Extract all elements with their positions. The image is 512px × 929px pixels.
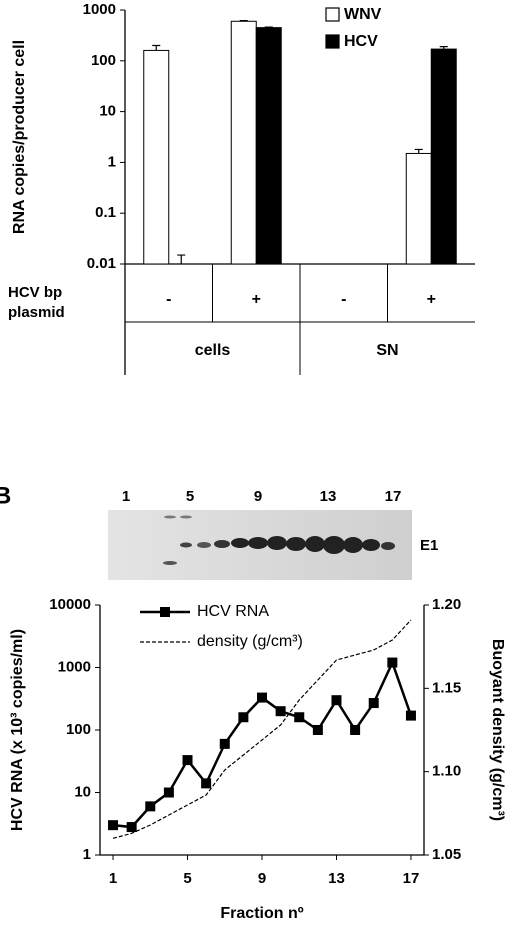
row-label: HCV bp plasmid [8, 284, 65, 321]
y-tick-label: 100 [91, 52, 116, 69]
error-bar [152, 44, 161, 51]
x-axis-label: Fraction nº [220, 905, 303, 922]
marker [145, 801, 156, 812]
legend-marker [160, 607, 170, 617]
marker [219, 738, 230, 749]
marker [126, 822, 137, 833]
y-tick-label: 10000 [49, 596, 91, 613]
y-tick-label: 1 [83, 846, 91, 863]
category-label: + [427, 291, 436, 308]
lane-label: 17 [385, 488, 402, 505]
x-tick-label: 13 [328, 870, 345, 887]
marker [312, 725, 323, 735]
density-line [112, 619, 412, 839]
y-tick-label: 10 [99, 103, 116, 120]
y-tick-label: 1 [108, 153, 116, 170]
bar [255, 27, 282, 265]
y2-tick-label: 1.15 [432, 679, 461, 696]
marker [350, 725, 361, 735]
y2-axis-label: Buoyant density (g/cm³) [489, 639, 506, 821]
data-line [112, 659, 413, 829]
error-bar [177, 254, 186, 264]
y-tick-label: 1000 [58, 658, 91, 675]
group-label: SN [376, 342, 398, 359]
y-tick-label: 10 [74, 783, 91, 800]
marker [238, 712, 249, 723]
y-axis-label: RNA copies/producer cell [11, 40, 28, 234]
marker [405, 710, 416, 721]
lane-label: 13 [320, 488, 337, 505]
band-label: E1 [420, 537, 438, 554]
error-bar [439, 46, 448, 50]
x-tick-label: 1 [109, 870, 117, 887]
lane-label: 9 [254, 488, 262, 505]
y-axis-label: HCV RNA (x 10³ copies/ml) [9, 629, 26, 831]
marker [163, 787, 174, 798]
lane-label: 5 [186, 488, 194, 505]
legend-label: density (g/cm³) [197, 633, 303, 650]
legend-swatch [325, 34, 340, 49]
legend-label: WNV [344, 6, 382, 23]
marker [331, 695, 342, 706]
bar [230, 20, 257, 265]
y-tick-label: 1000 [83, 1, 116, 18]
category-label: - [341, 291, 346, 308]
marker [368, 698, 379, 709]
category-label: + [252, 291, 261, 308]
error-bar [239, 19, 248, 22]
y-tick-label: 0.1 [95, 204, 116, 221]
legend-swatch [325, 7, 340, 22]
marker [108, 820, 119, 831]
panel-label: B [0, 482, 11, 509]
marker [201, 778, 212, 789]
bar [430, 48, 457, 265]
legend-label: HCV [344, 33, 378, 50]
y-tick-label: 0.01 [87, 255, 116, 272]
bar [405, 152, 432, 265]
y2-tick-label: 1.20 [432, 596, 461, 613]
lane-label: 1 [122, 488, 130, 505]
x-tick-label: 9 [258, 870, 266, 887]
error-bar [414, 148, 423, 154]
blot-bands [163, 515, 395, 565]
y2-tick-label: 1.10 [432, 763, 461, 780]
legend-label: HCV RNA [197, 603, 269, 620]
marker [387, 657, 398, 668]
marker [294, 712, 305, 723]
y-tick-label: 100 [66, 721, 91, 738]
marker [182, 755, 193, 766]
group-label: cells [195, 342, 231, 359]
x-tick-label: 5 [183, 870, 191, 887]
y2-tick-label: 1.05 [432, 846, 461, 863]
x-tick-label: 17 [403, 870, 420, 887]
category-label: - [166, 291, 171, 308]
marker [257, 692, 267, 703]
bar [143, 49, 170, 265]
marker [275, 706, 286, 717]
